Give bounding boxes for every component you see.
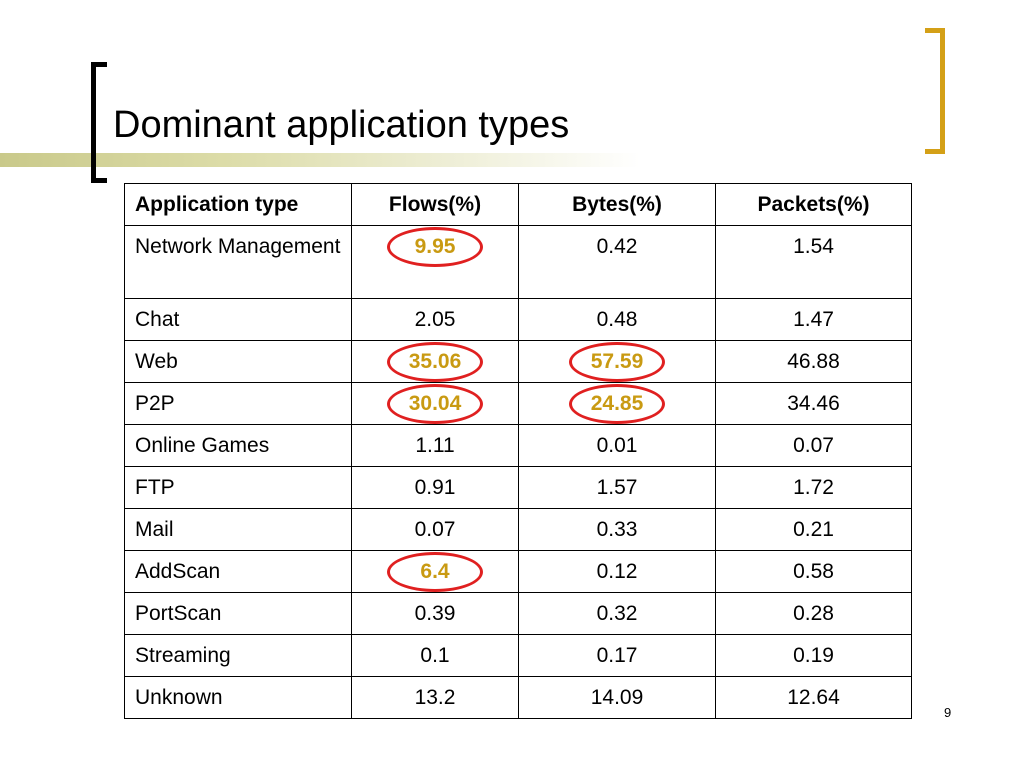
table-row: P2P 30.04 24.85 34.46	[124, 382, 912, 425]
cell-flows: 13.2	[351, 676, 519, 719]
cell-application-type: P2P	[124, 382, 352, 425]
cell-bytes: 1.57	[518, 466, 716, 509]
cell-packets: 0.21	[715, 508, 912, 551]
slide-title: Dominant application types	[113, 104, 570, 146]
cell-flows: 0.91	[351, 466, 519, 509]
left-bracket-decoration	[91, 62, 107, 183]
cell-application-type: Mail	[124, 508, 352, 551]
cell-bytes: 0.01	[518, 424, 716, 467]
highlighted-value: 35.06	[387, 341, 483, 382]
cell-packets: 0.19	[715, 634, 912, 677]
cell-application-type: FTP	[124, 466, 352, 509]
cell-flows: 0.39	[351, 592, 519, 635]
cell-packets: 46.88	[715, 340, 912, 383]
cell-flows: 9.95	[351, 225, 519, 299]
table-row: Unknown 13.2 14.09 12.64	[124, 676, 912, 719]
cell-packets: 12.64	[715, 676, 912, 719]
cell-bytes: 0.12	[518, 550, 716, 593]
cell-application-type: Online Games	[124, 424, 352, 467]
cell-bytes: 24.85	[518, 382, 716, 425]
header-application-type: Application type	[124, 183, 352, 226]
cell-packets: 0.28	[715, 592, 912, 635]
header-packets: Packets(%)	[715, 183, 912, 226]
highlighted-value: 30.04	[387, 383, 483, 424]
cell-application-type: AddScan	[124, 550, 352, 593]
cell-packets: 1.72	[715, 466, 912, 509]
highlighted-value: 57.59	[569, 341, 665, 382]
cell-application-type: PortScan	[124, 592, 352, 635]
table-row: Network Management 9.95 0.42 1.54	[124, 225, 912, 299]
cell-flows: 6.4	[351, 550, 519, 593]
cell-flows: 30.04	[351, 382, 519, 425]
cell-application-type: Unknown	[124, 676, 352, 719]
cell-flows: 2.05	[351, 298, 519, 341]
cell-packets: 0.58	[715, 550, 912, 593]
cell-flows: 0.1	[351, 634, 519, 677]
highlighted-value: 9.95	[387, 227, 483, 267]
right-bracket-decoration	[925, 28, 945, 154]
cell-bytes: 57.59	[518, 340, 716, 383]
highlighted-value: 24.85	[569, 383, 665, 424]
cell-application-type: Web	[124, 340, 352, 383]
title-accent-bar	[0, 153, 640, 167]
header-flows: Flows(%)	[351, 183, 519, 226]
cell-packets: 1.47	[715, 298, 912, 341]
cell-bytes: 0.48	[518, 298, 716, 341]
cell-application-type: Streaming	[124, 634, 352, 677]
table-row: Mail 0.07 0.33 0.21	[124, 508, 912, 551]
table-row: Chat 2.05 0.48 1.47	[124, 298, 912, 341]
cell-application-type: Network Management	[124, 225, 352, 299]
cell-flows: 1.11	[351, 424, 519, 467]
table-row: FTP 0.91 1.57 1.72	[124, 466, 912, 509]
cell-flows: 0.07	[351, 508, 519, 551]
cell-application-type: Chat	[124, 298, 352, 341]
cell-bytes: 14.09	[518, 676, 716, 719]
cell-bytes: 0.17	[518, 634, 716, 677]
table-header-row: Application type Flows(%) Bytes(%) Packe…	[124, 183, 912, 226]
table-row: AddScan 6.4 0.12 0.58	[124, 550, 912, 593]
cell-bytes: 0.42	[518, 225, 716, 299]
cell-flows: 35.06	[351, 340, 519, 383]
cell-bytes: 0.32	[518, 592, 716, 635]
cell-packets: 34.46	[715, 382, 912, 425]
table-row: PortScan 0.39 0.32 0.28	[124, 592, 912, 635]
header-bytes: Bytes(%)	[518, 183, 716, 226]
page-number: 9	[944, 705, 952, 720]
cell-bytes: 0.33	[518, 508, 716, 551]
table-row: Online Games 1.11 0.01 0.07	[124, 424, 912, 467]
highlighted-value: 6.4	[386, 551, 483, 592]
table-row: Streaming 0.1 0.17 0.19	[124, 634, 912, 677]
table-row: Web 35.06 57.59 46.88	[124, 340, 912, 383]
application-types-table: Application type Flows(%) Bytes(%) Packe…	[124, 183, 912, 719]
cell-packets: 1.54	[715, 225, 912, 299]
cell-packets: 0.07	[715, 424, 912, 467]
